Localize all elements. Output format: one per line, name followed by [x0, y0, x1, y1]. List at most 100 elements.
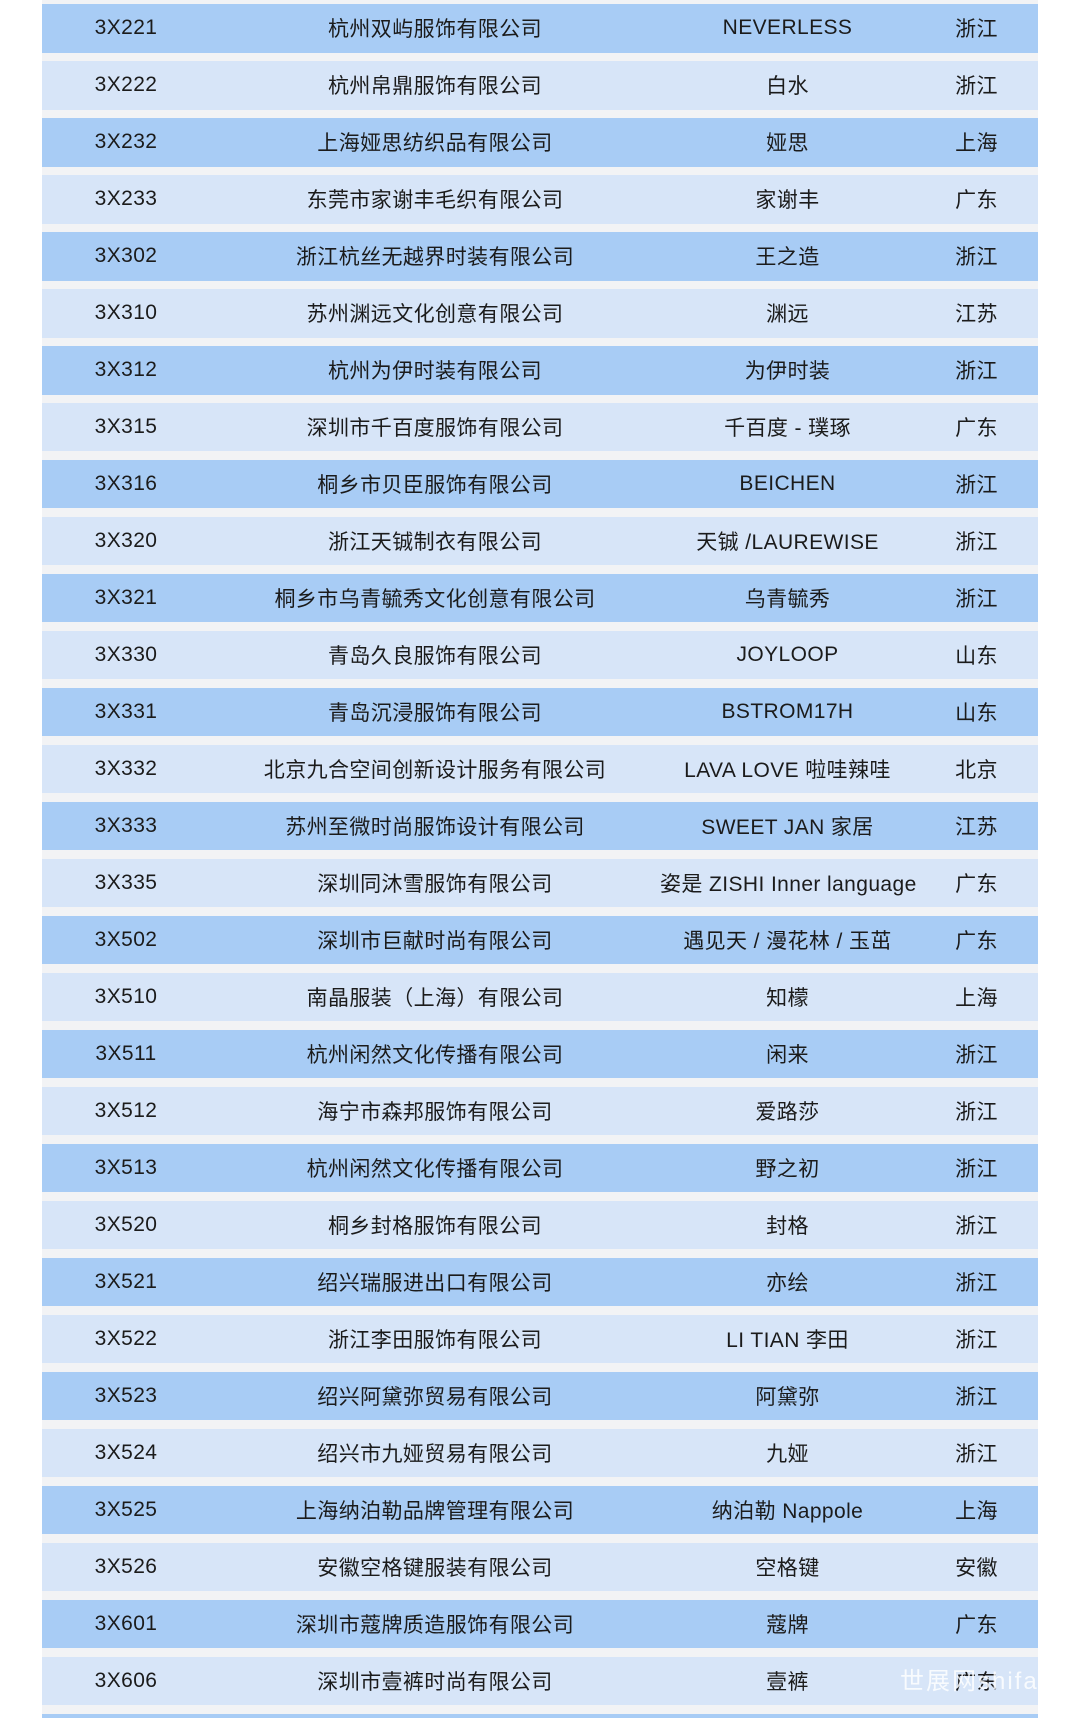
booth-cell: 3X330 — [94, 643, 158, 667]
table-row: 3X502 深圳市巨献时尚有限公司 遇见天 / 漫花林 / 玉茁 广东 — [42, 915, 1038, 965]
booth-cell: 3X222 — [94, 73, 158, 97]
brand-cell: 天铖 /LAUREWISE — [696, 531, 879, 555]
brand-cell: 闲来 — [766, 1044, 809, 1068]
table-row: 3X333 苏州至微时尚服饰设计有限公司 SWEET JAN 家居 江苏 — [42, 801, 1038, 851]
table-row: 3X321 桐乡市乌青毓秀文化创意有限公司 乌青毓秀 浙江 — [42, 573, 1038, 623]
company-cell: 深圳市蔻牌质造服饰有限公司 — [295, 1613, 575, 1637]
table-row: 3X316 桐乡市贝臣服饰有限公司 BEICHEN 浙江 — [42, 459, 1038, 509]
brand-cell: 空格键 — [755, 1556, 820, 1580]
booth-cell: 3X510 — [94, 985, 158, 1009]
province-cell: 广东 — [955, 189, 998, 213]
brand-cell: 野之初 — [755, 1157, 820, 1181]
company-cell: 苏州渊远文化创意有限公司 — [306, 303, 564, 327]
province-cell: 广东 — [955, 1613, 998, 1637]
table-row: 3X233 东莞市家谢丰毛织有限公司 家谢丰 广东 — [42, 174, 1038, 224]
company-cell: 浙江杭丝无越界时装有限公司 — [295, 246, 575, 270]
booth-cell: 3X310 — [94, 301, 158, 325]
brand-cell: 姿是 ZISHI Inner language — [660, 873, 917, 897]
brand-cell: 封格 — [766, 1214, 809, 1238]
table-row: 3X511 杭州闲然文化传播有限公司 闲来 浙江 — [42, 1029, 1038, 1079]
brand-cell: 纳泊勒 Nappole — [711, 1499, 864, 1523]
province-cell: 江苏 — [955, 303, 998, 327]
company-cell: 桐乡市乌青毓秀文化创意有限公司 — [274, 588, 596, 612]
booth-cell: 3X513 — [94, 1155, 158, 1179]
province-cell: 浙江 — [955, 18, 998, 42]
province-cell: 浙江 — [955, 75, 998, 99]
table-row-partial — [42, 1713, 1038, 1718]
company-cell: 桐乡封格服饰有限公司 — [328, 1214, 542, 1238]
province-cell: 浙江 — [955, 360, 998, 384]
brand-cell: 壹裤 — [766, 1670, 809, 1694]
company-cell: 绍兴瑞服进出口有限公司 — [317, 1271, 553, 1295]
brand-cell: 知檬 — [766, 987, 809, 1011]
booth-cell: 3X233 — [94, 187, 158, 211]
province-cell: 浙江 — [955, 588, 998, 612]
company-cell: 青岛久良服饰有限公司 — [328, 645, 542, 669]
table-row: 3X523 绍兴阿黛弥贸易有限公司 阿黛弥 浙江 — [42, 1371, 1038, 1421]
company-cell: 上海纳泊勒品牌管理有限公司 — [295, 1499, 575, 1523]
province-cell: 浙江 — [955, 1214, 998, 1238]
company-cell: 北京九合空间创新设计服务有限公司 — [263, 759, 607, 783]
company-cell: 浙江天铖制衣有限公司 — [328, 531, 542, 555]
brand-cell: 蔻牌 — [766, 1613, 809, 1637]
booth-cell: 3X601 — [94, 1611, 158, 1635]
booth-cell: 3X335 — [94, 871, 158, 895]
table-row: 3X320 浙江天铖制衣有限公司 天铖 /LAUREWISE 浙江 — [42, 516, 1038, 566]
company-cell: 南晶服装（上海）有限公司 — [306, 987, 564, 1011]
province-cell: 浙江 — [955, 531, 998, 555]
booth-cell: 3X321 — [94, 586, 158, 610]
province-cell: 上海 — [955, 1499, 998, 1523]
province-cell: 北京 — [955, 759, 998, 783]
booth-cell: 3X523 — [94, 1383, 158, 1407]
province-cell: 广东 — [955, 873, 998, 897]
table-row: 3X315 深圳市千百度服饰有限公司 千百度 - 璞琢 广东 — [42, 402, 1038, 452]
booth-cell: 3X524 — [94, 1440, 158, 1464]
table-row: 3X525 上海纳泊勒品牌管理有限公司 纳泊勒 Nappole 上海 — [42, 1485, 1038, 1535]
table-row: 3X522 浙江李田服饰有限公司 LI TIAN 李田 浙江 — [42, 1314, 1038, 1364]
company-cell: 桐乡市贝臣服饰有限公司 — [317, 474, 553, 498]
brand-cell: BSTROM17H — [721, 700, 854, 724]
brand-cell: LAVA LOVE 啦哇辣哇 — [684, 759, 891, 783]
company-cell: 深圳市巨献时尚有限公司 — [317, 930, 553, 954]
booth-cell: 3X332 — [94, 757, 158, 781]
brand-cell: JOYLOOP — [736, 643, 839, 667]
company-cell: 杭州闲然文化传播有限公司 — [306, 1157, 564, 1181]
brand-cell: 为伊时装 — [744, 360, 831, 384]
table-row: 3X302 浙江杭丝无越界时装有限公司 王之造 浙江 — [42, 231, 1038, 281]
brand-cell: LI TIAN 李田 — [726, 1328, 849, 1352]
table-row: 3X606 深圳市壹裤时尚有限公司 壹裤 广东 — [42, 1656, 1038, 1706]
company-cell: 海宁市森邦服饰有限公司 — [317, 1101, 553, 1124]
table-row: 3X330 青岛久良服饰有限公司 JOYLOOP 山东 — [42, 630, 1038, 680]
province-cell: 浙江 — [955, 1044, 998, 1068]
booth-cell: 3X315 — [94, 415, 158, 439]
province-cell: 浙江 — [955, 1442, 998, 1466]
booth-cell: 3X302 — [94, 244, 158, 268]
brand-cell: 乌青毓秀 — [744, 588, 831, 612]
company-cell: 绍兴市九娅贸易有限公司 — [317, 1442, 553, 1466]
province-cell: 江苏 — [955, 816, 998, 840]
company-cell: 青岛沉浸服饰有限公司 — [328, 702, 542, 726]
province-cell: 浙江 — [955, 1271, 998, 1295]
brand-cell: 家谢丰 — [755, 189, 820, 213]
booth-cell: 3X522 — [94, 1326, 158, 1350]
province-cell: 广东 — [955, 1670, 998, 1694]
booth-cell: 3X316 — [94, 472, 158, 496]
brand-cell: 娅思 — [766, 132, 809, 156]
company-cell: 东莞市家谢丰毛织有限公司 — [306, 189, 564, 213]
company-cell: 上海娅思纺织品有限公司 — [317, 132, 553, 156]
brand-cell: 白水 — [766, 75, 809, 99]
table-row: 3X222 杭州帛鼎服饰有限公司 白水 浙江 — [42, 60, 1038, 110]
company-cell: 深圳同沐雪服饰有限公司 — [317, 873, 553, 897]
booth-cell: 3X526 — [94, 1554, 158, 1578]
table-row: 3X510 南晶服装（上海）有限公司 知檬 上海 — [42, 972, 1038, 1022]
brand-cell: 爱路莎 — [755, 1101, 820, 1124]
province-cell: 上海 — [955, 132, 998, 156]
brand-cell: 阿黛弥 — [755, 1385, 820, 1409]
brand-cell: 亦绘 — [766, 1271, 809, 1295]
booth-cell: 3X520 — [94, 1212, 158, 1236]
company-cell: 杭州帛鼎服饰有限公司 — [328, 75, 542, 99]
company-cell: 深圳市壹裤时尚有限公司 — [317, 1670, 553, 1694]
province-cell: 浙江 — [955, 1101, 998, 1124]
table-row: 3X520 桐乡封格服饰有限公司 封格 浙江 — [42, 1200, 1038, 1250]
brand-cell: 遇见天 / 漫花林 / 玉茁 — [683, 930, 892, 954]
